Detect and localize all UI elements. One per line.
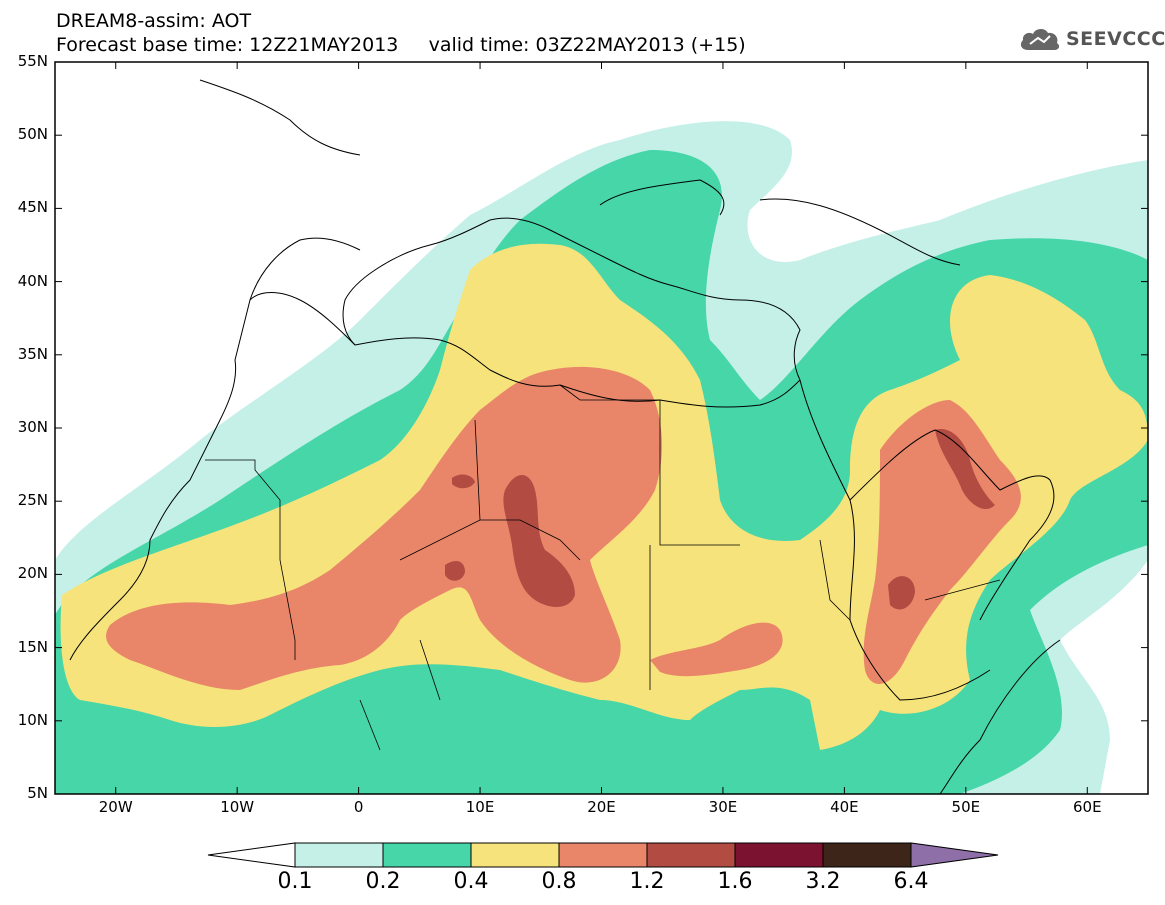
lat-label: 15N: [17, 637, 48, 656]
colorbar-swatch: [734, 842, 824, 868]
lon-label: 20E: [587, 798, 616, 816]
colorbar-swatch: [822, 842, 912, 868]
coastlines: [69, 79, 1061, 794]
lon-label: 60E: [1072, 798, 1102, 816]
lon-label: 30E: [708, 798, 738, 816]
aot-region-1-2-small2: [452, 474, 475, 489]
colorbar-over-triangle: [910, 842, 999, 868]
colorbar-label: 0.8: [541, 869, 577, 894]
lat-label: 30N: [17, 418, 48, 436]
colorbar-label: 0.1: [277, 869, 313, 894]
lat-label: 55N: [17, 52, 48, 70]
colorbar-label: 1.2: [629, 869, 665, 894]
colorbar-label: 0.4: [453, 869, 489, 894]
logo-text: SEEVCCC: [1066, 28, 1165, 50]
colorbar-swatch: [470, 842, 560, 868]
colorbar-label: 3.2: [805, 869, 841, 894]
aot-region-0-8: [106, 366, 662, 690]
lon-label: 40E: [830, 798, 859, 816]
lat-label: 25N: [17, 491, 48, 510]
seevccc-logo: SEEVCCC: [1018, 22, 1165, 58]
aot-region-1-2-gulf: [935, 429, 995, 510]
colorbar-swatch: [294, 842, 384, 868]
lon-label: 20W: [98, 798, 133, 816]
lat-label: 5N: [27, 784, 48, 802]
colorbar: [207, 842, 999, 868]
colorbar-swatch: [382, 842, 472, 868]
chart-title: DREAM8-assim: AOT: [56, 10, 252, 32]
lat-label: 50N: [17, 125, 48, 144]
aot-region-1-2-yemen: [888, 576, 915, 610]
axis-ticks: [55, 61, 1148, 795]
lat-label: 45N: [17, 198, 48, 217]
colorbar-label: 0.2: [365, 869, 401, 894]
aot-region-1-2-small1: [445, 560, 465, 581]
colorbar-label: 6.4: [893, 869, 929, 894]
lon-label: 0: [353, 798, 364, 816]
lat-label: 20N: [17, 564, 48, 583]
lat-label: 40N: [17, 271, 48, 290]
colorbar-swatch: [646, 842, 736, 868]
map-frame: [54, 61, 1149, 795]
aot-region-0-8-arabia: [863, 400, 1021, 684]
lat-label: 10N: [17, 710, 48, 729]
colorbar-under-triangle: [207, 842, 296, 868]
aot-region-1-2-sahara: [503, 475, 575, 607]
chart-subtitle: Forecast base time: 12Z21MAY2013 valid t…: [56, 34, 746, 56]
lat-label: 35N: [17, 344, 48, 363]
lon-label: 50E: [951, 798, 981, 816]
country-borders: [205, 384, 1001, 751]
lon-label: 10W: [220, 798, 255, 816]
cloud-icon: [1020, 28, 1060, 50]
colorbar-swatch: [558, 842, 648, 868]
colorbar-label: 1.6: [717, 869, 753, 894]
lon-label: 10E: [465, 798, 495, 816]
aot-region-0-8-east: [650, 622, 783, 677]
